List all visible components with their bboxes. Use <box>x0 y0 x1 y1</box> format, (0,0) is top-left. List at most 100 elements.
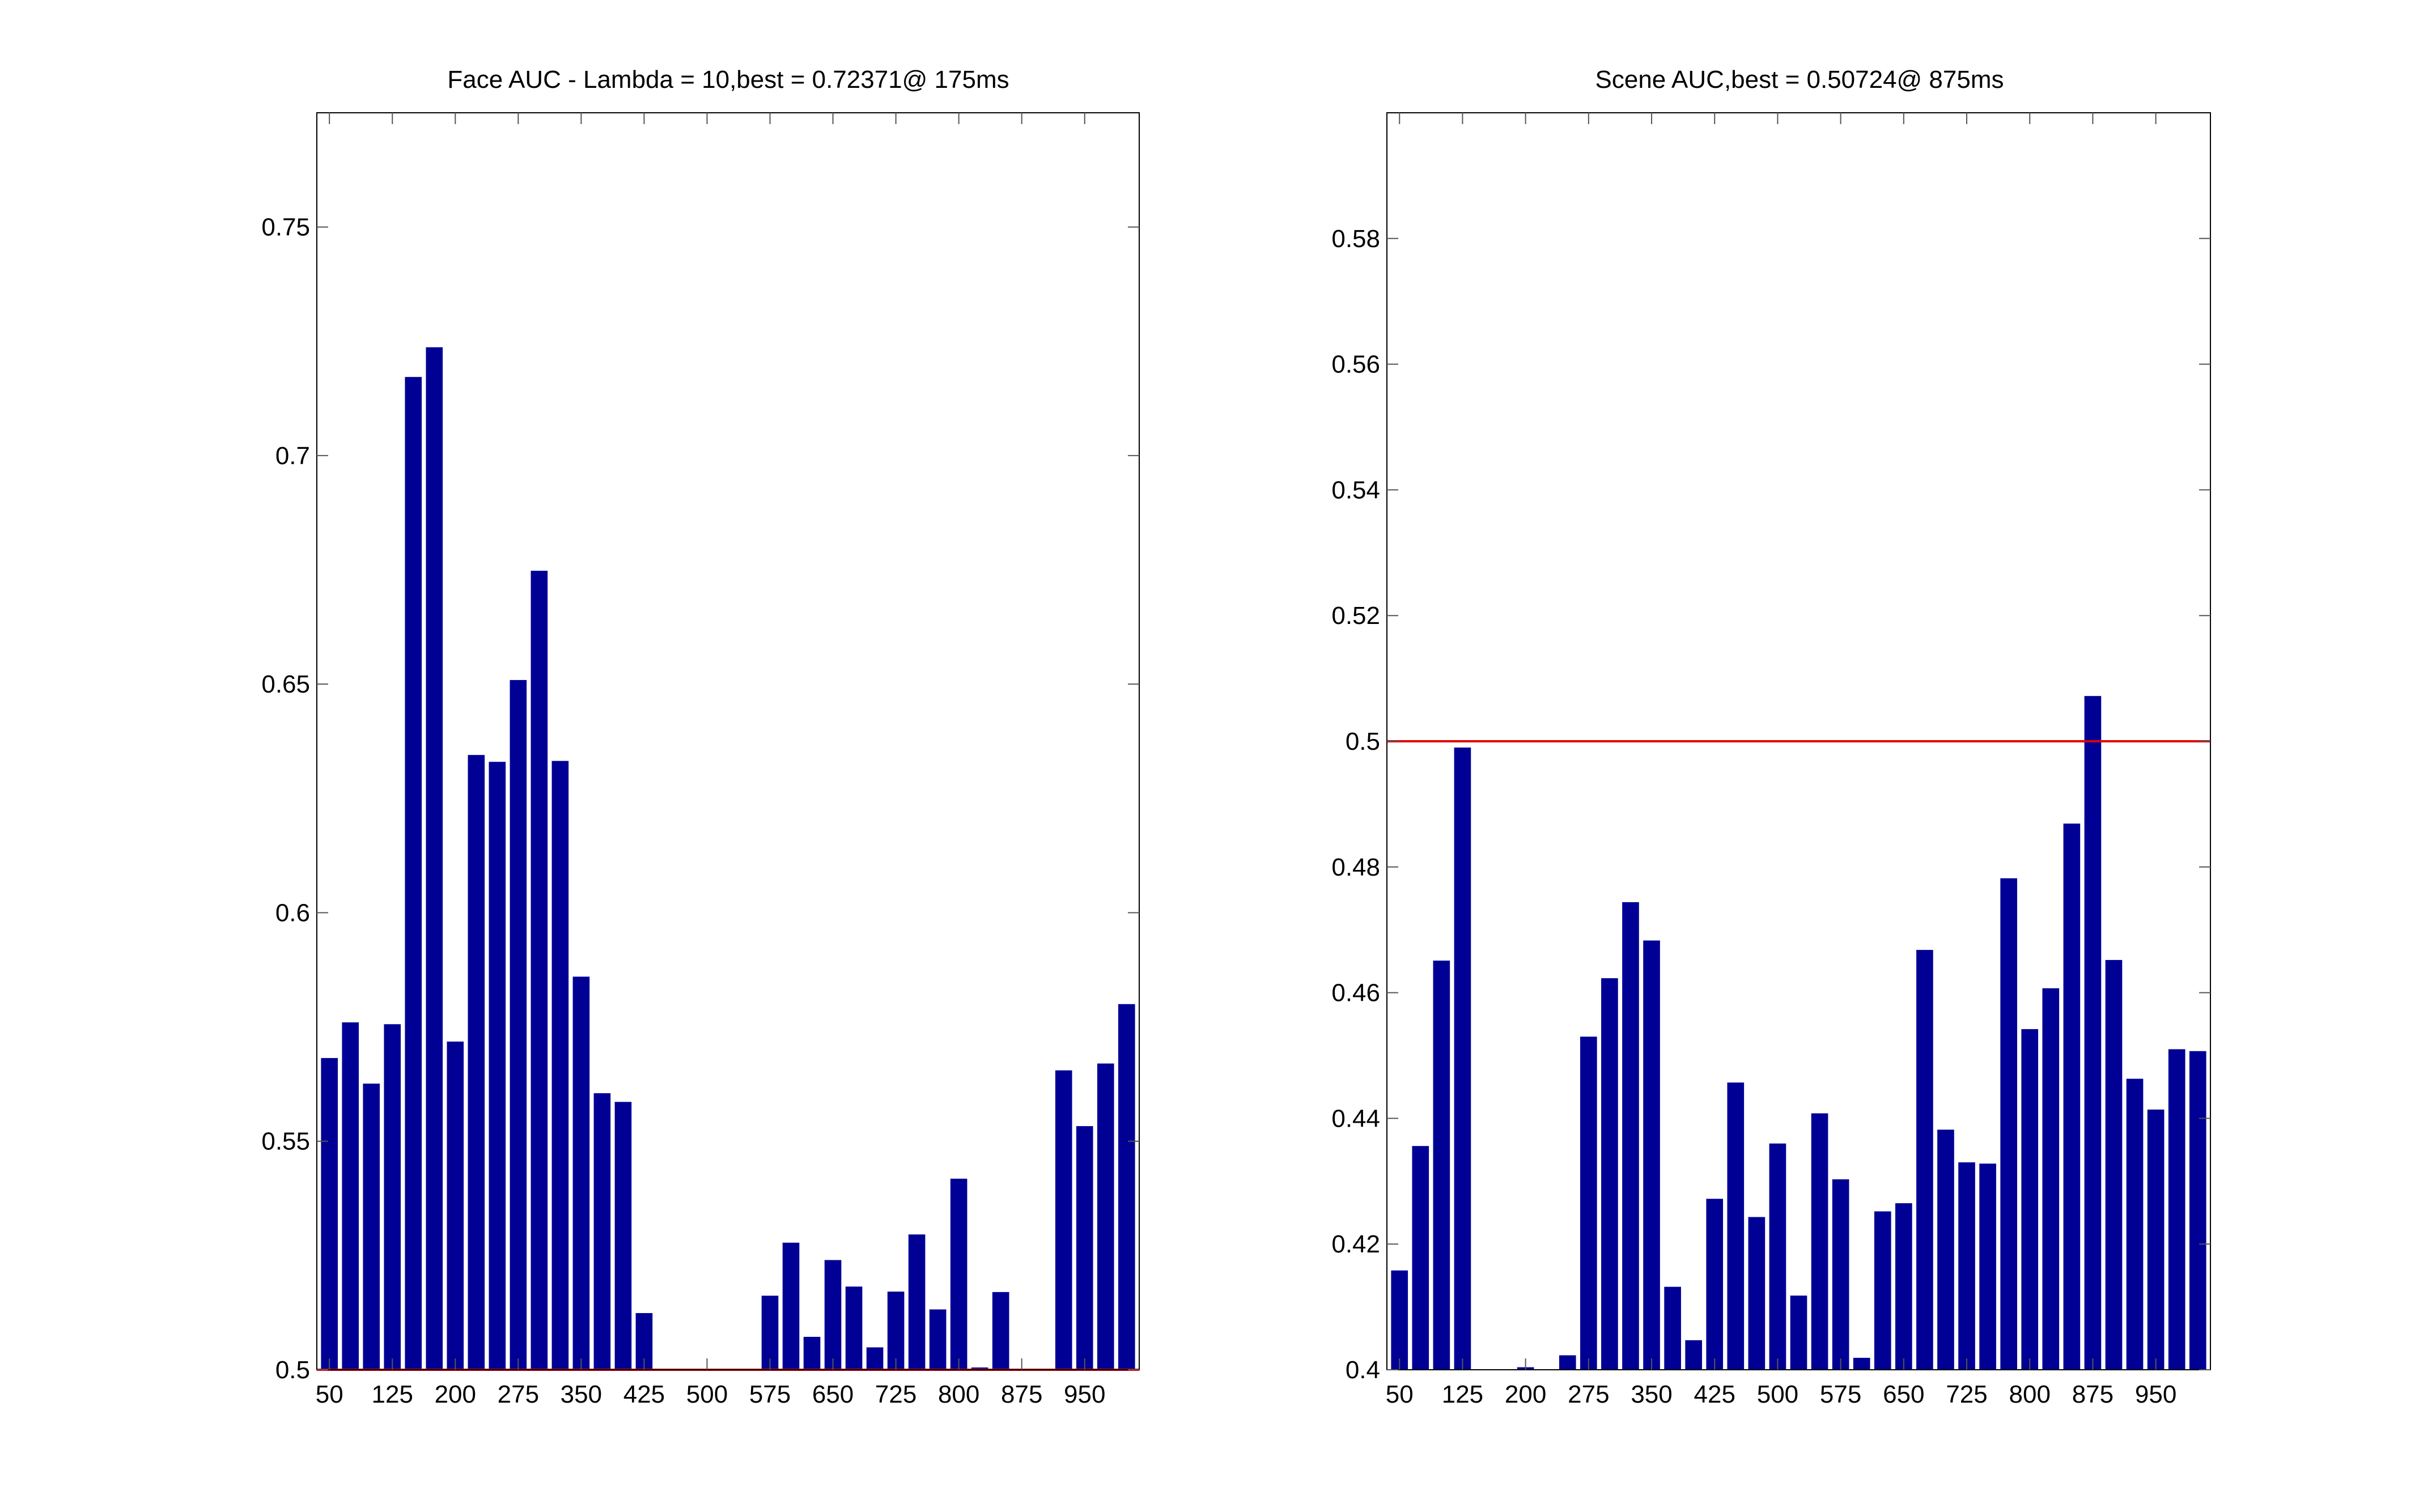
face-bar <box>531 571 548 1370</box>
face-bar <box>803 1336 821 1370</box>
face-ytick-label: 0.6 <box>275 899 310 927</box>
face-bar <box>593 1093 611 1370</box>
scene-ytick-label: 0.42 <box>1331 1230 1380 1258</box>
scene-bar <box>1979 1163 1996 1370</box>
face-auc-chart: Face AUC - Lambda = 10,best = 0.72371@ 1… <box>261 66 1140 1408</box>
scene-xtick-label: 950 <box>2135 1381 2176 1408</box>
face-chart-title: Face AUC - Lambda = 10,best = 0.72371@ 1… <box>447 66 1009 94</box>
scene-xtick-label: 875 <box>2072 1381 2114 1408</box>
scene-bar <box>1790 1296 1807 1370</box>
scene-bar <box>2021 1029 2039 1370</box>
face-xtick-label: 275 <box>498 1381 539 1408</box>
face-xtick-label: 800 <box>938 1381 979 1408</box>
face-bar <box>551 761 569 1370</box>
scene-xtick-label: 425 <box>1694 1381 1735 1408</box>
face-axes-frame <box>316 112 1140 1370</box>
scene-bar <box>1454 747 1471 1370</box>
scene-ytick-label: 0.46 <box>1331 979 1380 1007</box>
scene-bar <box>2126 1078 2144 1370</box>
scene-xtick-label: 275 <box>1568 1381 1609 1408</box>
scene-ytick-label: 0.52 <box>1331 602 1380 630</box>
face-ytick-label: 0.65 <box>261 670 310 698</box>
scene-bar <box>1811 1113 1828 1370</box>
scene-bar <box>2042 988 2060 1370</box>
face-xtick-label: 950 <box>1064 1381 1105 1408</box>
face-bar <box>866 1347 884 1370</box>
scene-bar <box>2084 696 2102 1370</box>
face-bar <box>845 1286 863 1370</box>
scene-bar <box>1433 961 1450 1370</box>
face-bar <box>950 1178 967 1370</box>
face-bar <box>321 1057 338 1370</box>
scene-bar <box>1643 940 1660 1370</box>
scene-bar <box>1769 1143 1786 1370</box>
scene-bar <box>2000 878 2017 1370</box>
face-xtick-label: 50 <box>316 1381 343 1408</box>
scene-bar <box>1748 1217 1766 1370</box>
scene-xtick-label: 650 <box>1883 1381 1924 1408</box>
face-bar <box>468 755 485 1370</box>
scene-bar <box>2168 1049 2185 1370</box>
scene-ytick-label: 0.44 <box>1331 1105 1380 1132</box>
scene-xtick-label: 800 <box>2009 1381 2051 1408</box>
scene-bar <box>1853 1357 1870 1370</box>
scene-bar <box>1664 1286 1681 1370</box>
scene-bar <box>1727 1082 1745 1370</box>
scene-bar <box>1622 902 1639 1370</box>
scene-xtick-label: 200 <box>1505 1381 1546 1408</box>
face-bar <box>614 1102 632 1370</box>
face-bar <box>782 1242 800 1370</box>
scene-plot-area: 0.4 0.42 0.44 0.46 0.48 0.5 0.52 0.54 0.56 0.58 50… <box>1331 112 2211 1408</box>
scene-bar <box>1937 1129 1954 1370</box>
scene-bar <box>1916 950 1933 1370</box>
face-bar <box>572 976 590 1370</box>
face-bar <box>489 762 506 1370</box>
face-plot-area: 0.5 0.55 0.6 0.65 0.7 0.75 50 125 200 275 350 425 50… <box>261 112 1140 1408</box>
scene-xtick-label: 500 <box>1757 1381 1798 1408</box>
face-bar <box>824 1260 842 1370</box>
face-bar <box>363 1084 380 1370</box>
face-bar <box>384 1024 401 1370</box>
face-xtick-label: 350 <box>561 1381 602 1408</box>
scene-bar <box>1832 1179 1849 1370</box>
scene-bar <box>2063 823 2081 1370</box>
face-bar <box>510 679 527 1370</box>
face-ytick-label: 0.7 <box>275 442 310 470</box>
face-bar <box>761 1296 779 1370</box>
face-bar <box>1097 1063 1114 1370</box>
face-bar <box>992 1292 1009 1370</box>
scene-bar <box>1706 1199 1724 1370</box>
scene-bar <box>1874 1211 1891 1370</box>
scene-ytick-label: 0.5 <box>1346 728 1380 755</box>
scene-xtick-label: 125 <box>1442 1381 1483 1408</box>
scene-bar <box>1601 978 1618 1370</box>
face-bar <box>887 1292 905 1370</box>
scene-bar <box>1559 1355 1576 1370</box>
scene-bar <box>1580 1037 1597 1370</box>
face-xtick-label: 575 <box>749 1381 791 1408</box>
face-bar <box>929 1309 947 1370</box>
face-xtick-label: 425 <box>623 1381 665 1408</box>
face-xtick-label: 650 <box>812 1381 854 1408</box>
scene-xtick-label: 725 <box>1946 1381 1987 1408</box>
scene-bar <box>1391 1270 1408 1370</box>
face-bar <box>908 1234 926 1370</box>
face-xtick-label: 725 <box>875 1381 916 1408</box>
scene-xtick-label: 350 <box>1631 1381 1672 1408</box>
scene-bar <box>1895 1203 1912 1370</box>
scene-ytick-label: 0.4 <box>1346 1356 1380 1384</box>
face-bar <box>405 377 422 1370</box>
scene-bar <box>2189 1051 2206 1370</box>
scene-chart-title: Scene AUC,best = 0.50724@ 875ms <box>1595 66 2004 94</box>
face-bar <box>342 1022 359 1370</box>
scene-auc-chart: Scene AUC,best = 0.50724@ 875ms 0.4 0.42 0… <box>1331 66 2211 1408</box>
face-xtick-label: 500 <box>686 1381 728 1408</box>
face-ytick-label: 0.75 <box>261 214 310 241</box>
scene-ytick-label: 0.56 <box>1331 351 1380 379</box>
scene-xtick-label: 50 <box>1386 1381 1414 1408</box>
face-xtick-label: 200 <box>435 1381 476 1408</box>
scene-bar <box>1412 1146 1429 1370</box>
scene-bar <box>1685 1340 1702 1370</box>
scene-xtick-label: 575 <box>1820 1381 1861 1408</box>
face-bar <box>447 1041 464 1370</box>
